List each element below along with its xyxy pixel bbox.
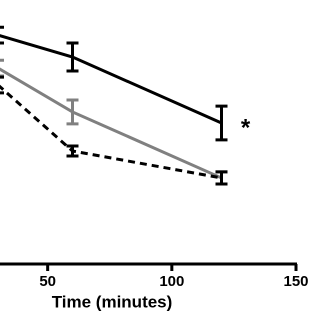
- series-line: [0, 34, 223, 125]
- error-bar: [215, 104, 228, 142]
- error-bar: [0, 75, 4, 95]
- x-tick-label: 100: [159, 273, 184, 290]
- error-bar: [66, 41, 79, 73]
- x-axis-title: Time (minutes): [52, 292, 173, 311]
- error-bar: [66, 144, 79, 158]
- error-bar: [0, 25, 4, 45]
- x-tick-label: 150: [283, 273, 308, 290]
- x-tick-label: 50: [39, 273, 56, 290]
- error-bar: [215, 170, 228, 186]
- error-bar: [66, 98, 79, 126]
- annotation: *: [241, 114, 251, 141]
- series-line: [0, 67, 223, 180]
